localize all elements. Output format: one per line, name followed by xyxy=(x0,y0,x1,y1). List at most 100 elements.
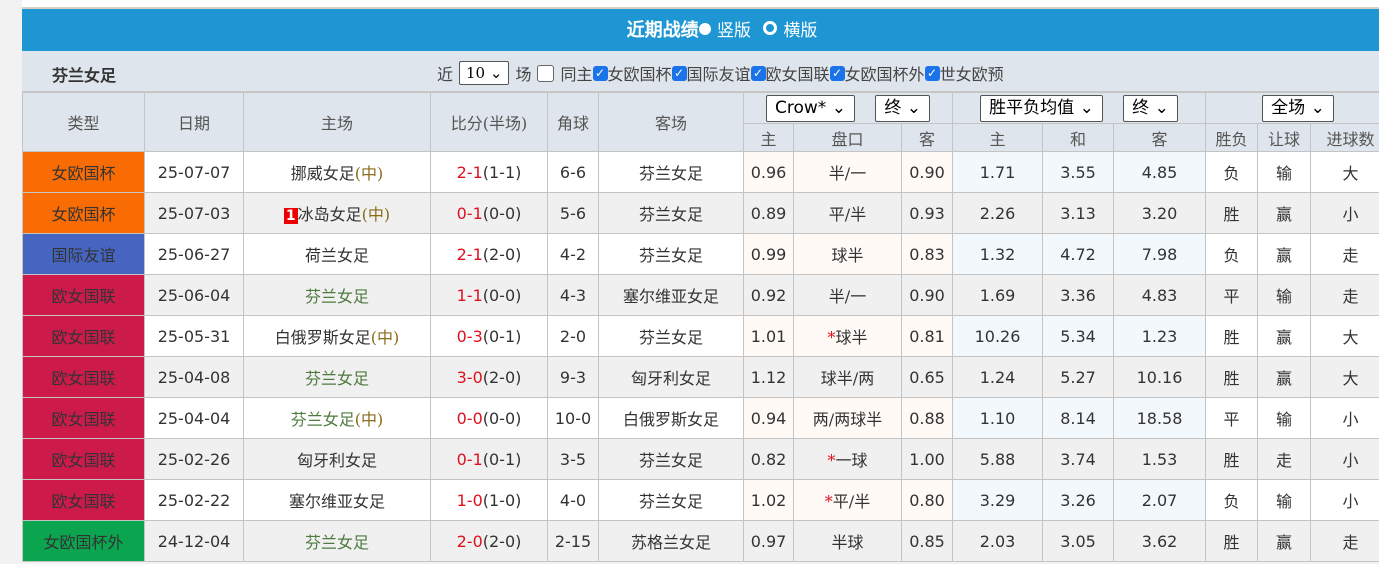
avg-select[interactable]: 胜平负均值 ⌄ xyxy=(980,94,1103,122)
home-team-cell[interactable]: 芬兰女足 xyxy=(243,356,431,398)
handicap-line-cell: 半/一 xyxy=(793,151,902,193)
home-team[interactable]: 挪威女足 xyxy=(290,164,355,183)
score-cell[interactable]: 2-1(2-0) xyxy=(430,233,548,275)
score-cell[interactable]: 2-0(2-0) xyxy=(430,520,548,562)
company-select[interactable]: Crow* ⌄ xyxy=(766,94,855,122)
table-row[interactable]: 女欧国杯 25-07-03 1 冰岛女足(中) 0-1(0-0) 5-6 芬兰女足… xyxy=(22,192,1379,234)
away-team[interactable]: 芬兰女足 xyxy=(598,233,744,275)
home-team-cell[interactable]: 1 冰岛女足(中) xyxy=(243,192,431,234)
score-cell[interactable]: 0-1(0-1) xyxy=(430,438,548,480)
draw-odds: 3.26 xyxy=(1042,479,1114,521)
handicap-line: 球半 xyxy=(835,328,868,347)
home-team[interactable]: 塞尔维亚女足 xyxy=(288,492,385,511)
match-date: 25-06-04 xyxy=(144,274,244,316)
option-horizontal[interactable]: 横版 xyxy=(783,21,818,41)
away-team[interactable]: 白俄罗斯女足 xyxy=(598,397,744,439)
match-type[interactable]: 女欧国杯 xyxy=(22,192,145,234)
home-team[interactable]: 荷兰女足 xyxy=(304,246,369,265)
table-row[interactable]: 欧女国联 25-02-26 匈牙利女足 0-1(0-1) 3-5 芬兰女足 0.… xyxy=(22,438,1379,480)
match-type[interactable]: 欧女国联 xyxy=(22,479,145,521)
filter-checkbox[interactable]: ✓ xyxy=(829,65,845,81)
table-row[interactable]: 欧女国联 25-05-31 白俄罗斯女足(中) 0-3(0-1) 2-0 芬兰女… xyxy=(22,315,1379,357)
match-type[interactable]: 欧女国联 xyxy=(22,356,145,398)
home-team[interactable]: 白俄罗斯女足 xyxy=(274,328,371,347)
away-team[interactable]: 塞尔维亚女足 xyxy=(598,274,744,316)
handicap-result: 输 xyxy=(1257,397,1311,439)
match-type[interactable]: 欧女国联 xyxy=(22,397,145,439)
match-date: 25-07-07 xyxy=(144,151,244,193)
neutral-mark: (中) xyxy=(361,205,391,224)
filter-checkbox[interactable]: ✓ xyxy=(924,65,940,81)
home-team-cell[interactable]: 芬兰女足(中) xyxy=(243,397,431,439)
match-type[interactable]: 欧女国联 xyxy=(22,315,145,357)
table-row[interactable]: 欧女国联 25-02-22 塞尔维亚女足 1-0(1-0) 4-0 芬兰女足 1… xyxy=(22,479,1379,521)
handicap-line: 两/两球半 xyxy=(812,410,883,429)
home-team[interactable]: 芬兰女足 xyxy=(290,410,355,429)
score-cell[interactable]: 0-0(0-0) xyxy=(430,397,548,439)
filter-checkbox[interactable]: ✓ xyxy=(750,65,766,81)
home-team[interactable]: 芬兰女足 xyxy=(304,533,369,552)
score-cell[interactable]: 2-1(1-1) xyxy=(430,151,548,193)
home-team-cell[interactable]: 挪威女足(中) xyxy=(243,151,431,193)
filter-checkbox[interactable]: ✓ xyxy=(671,65,687,81)
half-score: (0-1) xyxy=(482,449,522,469)
score-cell[interactable]: 1-0(1-0) xyxy=(430,479,548,521)
home-team-cell[interactable]: 芬兰女足 xyxy=(243,520,431,562)
score-cell[interactable]: 1-1(0-0) xyxy=(430,274,548,316)
home-team-cell[interactable]: 匈牙利女足 xyxy=(243,438,431,480)
match-type[interactable]: 国际友谊 xyxy=(22,233,145,275)
match-type[interactable]: 女欧国杯外 xyxy=(22,520,145,562)
same-home-label: 同主 xyxy=(560,65,593,84)
match-type[interactable]: 欧女国联 xyxy=(22,274,145,316)
score-cell[interactable]: 0-3(0-1) xyxy=(430,315,548,357)
away-team[interactable]: 芬兰女足 xyxy=(598,192,744,234)
match-type[interactable]: 欧女国联 xyxy=(22,438,145,480)
handicap-away-odds: 0.65 xyxy=(901,356,953,398)
away-team[interactable]: 芬兰女足 xyxy=(598,438,744,480)
loss-odds: 7.98 xyxy=(1113,233,1206,275)
handicap-away-odds: 0.80 xyxy=(901,479,953,521)
table-row[interactable]: 欧女国联 25-06-04 芬兰女足 1-1(0-0) 4-3 塞尔维亚女足 0… xyxy=(22,274,1379,316)
table-row[interactable]: 国际友谊 25-06-27 荷兰女足 2-1(2-0) 4-2 芬兰女足 0.9… xyxy=(22,233,1379,275)
subcol-header: 主 xyxy=(952,123,1043,152)
handicap-away-odds: 0.81 xyxy=(901,315,953,357)
home-team[interactable]: 芬兰女足 xyxy=(304,369,369,388)
match-type[interactable]: 女欧国杯 xyxy=(22,151,145,193)
filter-checkbox[interactable]: ✓ xyxy=(592,65,608,81)
handicap-line: 半/一 xyxy=(828,287,867,306)
score-cell[interactable]: 3-0(2-0) xyxy=(430,356,548,398)
full-score: 0-1 xyxy=(456,449,483,469)
home-team-cell[interactable]: 塞尔维亚女足 xyxy=(243,479,431,521)
home-team-cell[interactable]: 白俄罗斯女足(中) xyxy=(243,315,431,357)
corners: 3-5 xyxy=(547,438,599,480)
home-team[interactable]: 冰岛女足 xyxy=(297,205,362,224)
radio-horizontal[interactable] xyxy=(763,21,778,35)
win-odds: 1.24 xyxy=(952,356,1043,398)
subcol-header: 和 xyxy=(1042,123,1114,152)
away-team[interactable]: 芬兰女足 xyxy=(598,479,744,521)
away-team[interactable]: 苏格兰女足 xyxy=(598,520,744,562)
table-row[interactable]: 欧女国联 25-04-04 芬兰女足(中) 0-0(0-0) 10-0 白俄罗斯… xyxy=(22,397,1379,439)
col-type: 类型 xyxy=(22,92,145,152)
corners: 4-0 xyxy=(547,479,599,521)
odds-stage-select[interactable]: 终 ⌄ xyxy=(1123,94,1178,122)
away-team[interactable]: 芬兰女足 xyxy=(598,315,744,357)
home-team-cell[interactable]: 荷兰女足 xyxy=(243,233,431,275)
table-row[interactable]: 欧女国联 25-04-08 芬兰女足 3-0(2-0) 9-3 匈牙利女足 1.… xyxy=(22,356,1379,398)
period-select[interactable]: 全场 ⌄ xyxy=(1262,94,1334,122)
table-row[interactable]: 女欧国杯外 24-12-04 芬兰女足 2-0(2-0) 2-15 苏格兰女足 … xyxy=(22,520,1379,562)
score-cell[interactable]: 0-1(0-0) xyxy=(430,192,548,234)
home-team[interactable]: 芬兰女足 xyxy=(304,287,369,306)
match-count-select[interactable]: 10 ⌄ xyxy=(459,61,510,85)
goals-result: 大 xyxy=(1310,356,1379,398)
away-team[interactable]: 芬兰女足 xyxy=(598,151,744,193)
table-row[interactable]: 女欧国杯 25-07-07 挪威女足(中) 2-1(1-1) 6-6 芬兰女足 … xyxy=(22,151,1379,193)
home-team-cell[interactable]: 芬兰女足 xyxy=(243,274,431,316)
subcol-header: 客 xyxy=(1113,123,1206,152)
same-home-checkbox[interactable] xyxy=(537,64,555,82)
option-vertical[interactable]: 竖版 xyxy=(716,21,751,41)
away-team[interactable]: 匈牙利女足 xyxy=(598,356,744,398)
radio-vertical-selected[interactable] xyxy=(698,23,711,35)
home-team[interactable]: 匈牙利女足 xyxy=(296,451,377,470)
handicap-stage-select[interactable]: 终 ⌄ xyxy=(875,94,930,122)
